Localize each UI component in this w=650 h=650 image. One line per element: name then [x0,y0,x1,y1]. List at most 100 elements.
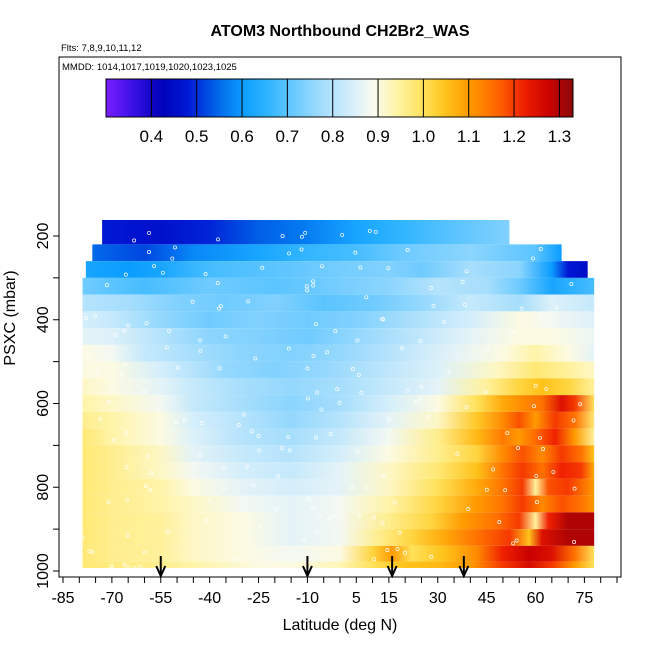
sample-marker [358,265,363,270]
sample-marker [505,431,510,436]
sample-marker [497,520,502,525]
sample-marker [190,299,195,304]
chart-title: ATOM3 Northbound CH2Br2_WAS [211,23,470,40]
sample-marker [335,387,340,392]
sample-marker [207,498,212,503]
sample-marker [182,418,187,423]
sample-marker [538,435,542,440]
sample-marker [126,323,131,328]
sample-marker [325,350,330,355]
sample-marker [147,230,152,235]
sample-marker [483,389,488,394]
sample-marker [257,448,262,453]
sample-marker [280,234,285,239]
x-tick-label: 15 [380,590,398,607]
sample-marker [512,330,516,335]
x-tick-label: 60 [527,590,545,607]
heatmap-band-480 [82,344,595,362]
heatmap-band-280 [85,261,588,278]
sample-marker [301,537,306,542]
sample-marker [251,483,256,488]
sample-marker [357,513,361,518]
sample-marker [314,435,318,440]
sample-marker [166,529,171,534]
sample-marker [253,356,258,361]
sample-marker [221,466,226,471]
sample-marker [149,471,154,476]
sample-marker [533,383,538,388]
sample-marker [331,513,336,518]
sample-marker [447,369,452,374]
sample-marker [126,565,131,570]
heatmap-band-760 [82,462,595,479]
sample-marker [455,451,460,456]
sample-marker [491,467,496,472]
sample-marker [538,247,543,251]
latitude-arrows [155,556,470,579]
sample-marker [122,328,127,333]
sample-marker [221,486,226,491]
sample-marker [305,366,310,371]
heatmap-band-440 [82,328,595,345]
sample-marker [350,367,355,372]
arrow-head [155,565,167,579]
dates-label: MMDD: 1014,1017,1019,1020,1023,1025 [62,62,237,73]
sample-marker [460,279,465,284]
flights-label: Flts: 7,8,9,10,11,12 [61,43,142,54]
heatmap-band-920 [82,529,595,546]
sample-marker [249,429,254,434]
sample-marker [569,282,574,287]
colorbar-tick-label: 0.5 [185,127,209,146]
sample-marker [355,338,360,343]
sample-marker [198,453,203,458]
sample-marker [426,414,431,419]
sample-marker [174,420,179,425]
sample-marker [350,485,355,490]
sample-marker [503,488,508,493]
heatmap-band-200 [102,220,510,245]
sample-marker [572,540,577,544]
sample-marker [80,535,85,540]
sample-marker [315,529,320,534]
colorbar-ticks: 0.4 0.5 0.6 0.7 0.8 0.9 1.0 1.1 1.2 1.3 [140,79,571,146]
sample-marker [240,570,245,575]
sample-marker [125,533,130,538]
sample-marker [98,416,103,421]
sample-marker [519,306,524,311]
x-tick-label: 30 [429,590,447,607]
sample-marker [123,272,128,277]
sample-marker [104,283,109,288]
sample-marker [462,302,467,307]
colorbar-tick-label: 1.1 [457,127,481,146]
x-tick-label: 5 [352,590,361,607]
sample-marker [236,423,241,428]
sample-marker [334,567,339,572]
sample-marker [485,346,489,351]
sample-marker [320,264,324,269]
sample-marker [314,322,318,327]
sample-marker [380,520,385,525]
sample-marker [572,486,577,491]
sample-marker [328,432,333,436]
heatmap-band-880 [82,512,595,530]
sample-marker [350,572,355,577]
sample-markers [80,228,583,577]
sample-marker [305,396,310,401]
sample-marker [256,434,261,438]
sample-marker [170,256,175,261]
sample-marker [311,354,316,359]
sample-marker [466,507,471,512]
sample-marker [544,386,549,391]
sample-marker [551,469,556,474]
y-axis: 200 400 600 800 1000 [35,223,59,589]
heatmap-band-560 [82,378,595,396]
sample-marker [218,304,223,309]
sample-marker [95,369,100,374]
y-tick-label: 200 [35,223,52,250]
sample-marker [132,565,137,570]
sample-marker [276,473,281,478]
sample-marker [405,248,410,253]
heatmap-band-400 [82,311,595,329]
sample-marker [306,497,311,501]
sample-marker [299,234,304,239]
